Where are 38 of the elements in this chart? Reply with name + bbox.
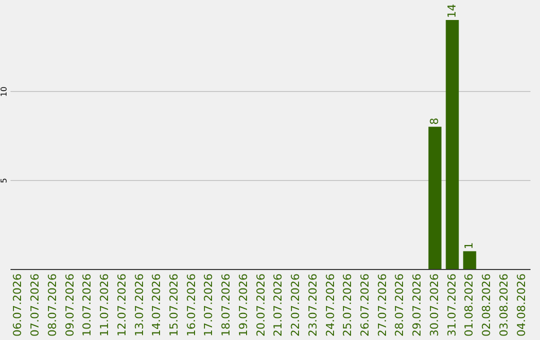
x-tick-label: 07.07.2026 — [28, 274, 42, 336]
x-tick-label: 25.07.2026 — [341, 274, 354, 336]
x-tick-label: 15.07.2026 — [168, 274, 181, 336]
bar — [428, 126, 442, 269]
x-tick-label: 10.07.2026 — [80, 274, 94, 336]
y-tick-label: 10 — [0, 86, 8, 97]
x-tick-label: 04.08.2026 — [514, 274, 528, 336]
x-tick-label: 03.08.2026 — [497, 274, 510, 336]
x-tick-label: 22.07.2026 — [289, 274, 302, 336]
x-tick-label: 17.07.2026 — [202, 274, 216, 336]
x-tick-label: 12.07.2026 — [115, 274, 128, 336]
x-tick-label: 24.07.2026 — [324, 274, 337, 336]
x-tick-label: 18.07.2026 — [220, 274, 233, 336]
x-tick-label: 01.08.2026 — [462, 274, 476, 336]
x-tick-label: 16.07.2026 — [184, 274, 198, 336]
x-tick-label: 11.07.2026 — [98, 274, 112, 336]
x-tick-label: 28.07.2026 — [393, 274, 406, 336]
x-tick-label: 27.07.2026 — [376, 274, 389, 336]
x-tick-label: 26.07.2026 — [358, 274, 372, 336]
x-tick-label: 20.07.2026 — [254, 274, 268, 336]
bar — [446, 20, 459, 269]
x-tick-label: 23.07.2026 — [306, 274, 320, 336]
x-tick-label: 09.07.2026 — [63, 274, 76, 336]
x-tick-label: 29.07.2026 — [410, 274, 424, 336]
x-tick-label: 02.08.2026 — [480, 274, 494, 336]
y-tick-label: 5 — [0, 178, 8, 184]
x-tick-label: 31.07.2026 — [445, 274, 458, 336]
x-tick-label: 19.07.2026 — [236, 274, 250, 336]
data-label: 1 — [462, 242, 476, 250]
x-tick-label: 06.07.2026 — [11, 274, 24, 336]
x-tick-label: 30.07.2026 — [428, 274, 441, 336]
x-tick-label: 21.07.2026 — [272, 274, 285, 336]
data-label: 8 — [428, 118, 441, 125]
x-tick-label: 14.07.2026 — [150, 274, 164, 336]
x-tick-label: 13.07.2026 — [132, 274, 146, 336]
data-label: 14 — [445, 4, 458, 18]
bar — [463, 251, 476, 269]
x-tick-label: 08.07.2026 — [46, 274, 59, 336]
